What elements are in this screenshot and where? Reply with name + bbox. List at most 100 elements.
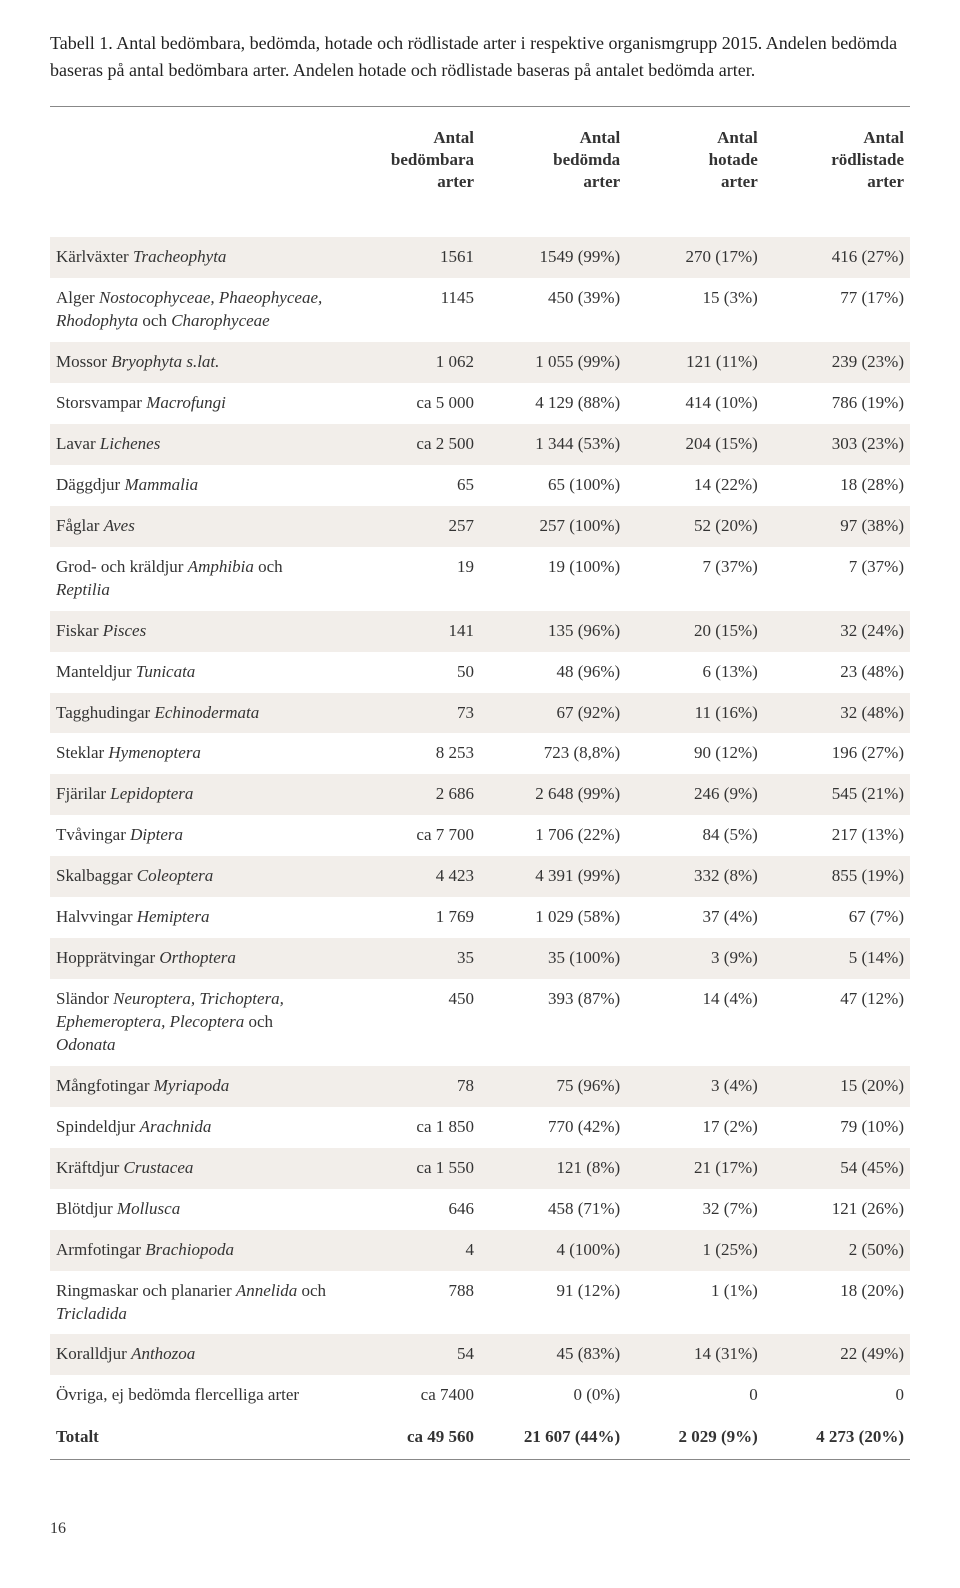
cell-hotade: 3 (4%) (626, 1066, 764, 1107)
table-row: Tvåvingar Dipteraca 7 7001 706 (22%)84 (… (50, 815, 910, 856)
cell-rodlistade: 545 (21%) (764, 774, 910, 815)
table-row: Mossor Bryophyta s.lat.1 0621 055 (99%)1… (50, 342, 910, 383)
cell-total-rodlistade: 4 273 (20%) (764, 1416, 910, 1459)
cell-bedombara: 646 (342, 1189, 480, 1230)
cell-bedomda: 458 (71%) (480, 1189, 626, 1230)
cell-hotade: 270 (17%) (626, 237, 764, 278)
cell-rodlistade: 15 (20%) (764, 1066, 910, 1107)
cell-bedomda: 1 344 (53%) (480, 424, 626, 465)
cell-bedomda: 1 706 (22%) (480, 815, 626, 856)
cell-name: Grod- och kräldjur Amphibia och Reptilia (50, 547, 342, 611)
table-header-row: Antalbedömbaraarter Antalbedömdaarter An… (50, 107, 910, 214)
cell-bedombara: 8 253 (342, 733, 480, 774)
cell-rodlistade: 18 (28%) (764, 465, 910, 506)
cell-total-label: Totalt (50, 1416, 342, 1459)
cell-bedomda: 4 (100%) (480, 1230, 626, 1271)
cell-name: Kärlväxter Tracheophyta (50, 237, 342, 278)
cell-bedomda: 393 (87%) (480, 979, 626, 1066)
cell-name: Blötdjur Mollusca (50, 1189, 342, 1230)
cell-bedomda: 48 (96%) (480, 652, 626, 693)
table-row: Blötdjur Mollusca646458 (71%)32 (7%)121 … (50, 1189, 910, 1230)
cell-name: Fiskar Pisces (50, 611, 342, 652)
table-row: Skalbaggar Coleoptera4 4234 391 (99%)332… (50, 856, 910, 897)
cell-bedomda: 4 391 (99%) (480, 856, 626, 897)
cell-bedombara: 50 (342, 652, 480, 693)
table-row: Fåglar Aves257257 (100%)52 (20%)97 (38%) (50, 506, 910, 547)
cell-name: Hopprätvingar Orthoptera (50, 938, 342, 979)
cell-name: Mossor Bryophyta s.lat. (50, 342, 342, 383)
cell-name: Ringmaskar och planarier Annelida och Tr… (50, 1271, 342, 1335)
cell-hotade: 17 (2%) (626, 1107, 764, 1148)
cell-rodlistade: 97 (38%) (764, 506, 910, 547)
cell-bedomda: 723 (8,8%) (480, 733, 626, 774)
cell-bedomda: 19 (100%) (480, 547, 626, 611)
cell-rodlistade: 303 (23%) (764, 424, 910, 465)
cell-name: Sländor Neuroptera, Trichoptera, Ephemer… (50, 979, 342, 1066)
cell-rodlistade: 786 (19%) (764, 383, 910, 424)
cell-name: Halvvingar Hemiptera (50, 897, 342, 938)
cell-bedomda: 35 (100%) (480, 938, 626, 979)
cell-rodlistade: 7 (37%) (764, 547, 910, 611)
table-row: Kräftdjur Crustaceaca 1 550121 (8%)21 (1… (50, 1148, 910, 1189)
cell-bedomda: 65 (100%) (480, 465, 626, 506)
cell-hotade: 1 (1%) (626, 1271, 764, 1335)
cell-bedomda: 1549 (99%) (480, 237, 626, 278)
cell-hotade: 90 (12%) (626, 733, 764, 774)
cell-rodlistade: 32 (48%) (764, 693, 910, 734)
cell-hotade: 0 (626, 1375, 764, 1416)
cell-bedombara: ca 7400 (342, 1375, 480, 1416)
cell-rodlistade: 855 (19%) (764, 856, 910, 897)
cell-hotade: 15 (3%) (626, 278, 764, 342)
cell-name: Manteldjur Tunicata (50, 652, 342, 693)
cell-name: Fåglar Aves (50, 506, 342, 547)
cell-rodlistade: 217 (13%) (764, 815, 910, 856)
table-row: Grod- och kräldjur Amphibia och Reptilia… (50, 547, 910, 611)
cell-hotade: 204 (15%) (626, 424, 764, 465)
cell-bedomda: 257 (100%) (480, 506, 626, 547)
cell-rodlistade: 416 (27%) (764, 237, 910, 278)
table-row: Ringmaskar och planarier Annelida och Tr… (50, 1271, 910, 1335)
cell-bedomda: 770 (42%) (480, 1107, 626, 1148)
cell-rodlistade: 23 (48%) (764, 652, 910, 693)
cell-bedombara: 54 (342, 1334, 480, 1375)
cell-hotade: 1 (25%) (626, 1230, 764, 1271)
cell-bedombara: 4 (342, 1230, 480, 1271)
cell-bedombara: 4 423 (342, 856, 480, 897)
cell-bedombara: 1 769 (342, 897, 480, 938)
cell-bedombara: 1561 (342, 237, 480, 278)
cell-name: Övriga, ej bedömda flercelliga arter (50, 1375, 342, 1416)
cell-hotade: 332 (8%) (626, 856, 764, 897)
cell-rodlistade: 22 (49%) (764, 1334, 910, 1375)
col-header-rodlistade: Antalrödlistadearter (764, 107, 910, 214)
cell-bedombara: 1145 (342, 278, 480, 342)
cell-rodlistade: 196 (27%) (764, 733, 910, 774)
cell-hotade: 52 (20%) (626, 506, 764, 547)
table-row: Sländor Neuroptera, Trichoptera, Ephemer… (50, 979, 910, 1066)
cell-name: Skalbaggar Coleoptera (50, 856, 342, 897)
cell-name: Spindeldjur Arachnida (50, 1107, 342, 1148)
table-caption: Tabell 1. Antal bedömbara, bedömda, hota… (50, 30, 910, 84)
cell-bedombara: 73 (342, 693, 480, 734)
col-header-name (50, 107, 342, 214)
cell-hotade: 6 (13%) (626, 652, 764, 693)
cell-hotade: 7 (37%) (626, 547, 764, 611)
table-row: Koralldjur Anthozoa5445 (83%)14 (31%)22 … (50, 1334, 910, 1375)
cell-hotade: 14 (31%) (626, 1334, 764, 1375)
table-row: Däggdjur Mammalia6565 (100%)14 (22%)18 (… (50, 465, 910, 506)
table-row: Spindeldjur Arachnidaca 1 850770 (42%)17… (50, 1107, 910, 1148)
table-row: Övriga, ej bedömda flercelliga arterca 7… (50, 1375, 910, 1416)
cell-bedomda: 75 (96%) (480, 1066, 626, 1107)
table-total-row: Totaltca 49 56021 607 (44%)2 029 (9%)4 2… (50, 1416, 910, 1459)
cell-bedomda: 121 (8%) (480, 1148, 626, 1189)
table-row: Armfotingar Brachiopoda44 (100%)1 (25%)2… (50, 1230, 910, 1271)
cell-rodlistade: 54 (45%) (764, 1148, 910, 1189)
page-number: 16 (50, 1520, 910, 1538)
col-header-bedomda: Antalbedömdaarter (480, 107, 626, 214)
cell-name: Tvåvingar Diptera (50, 815, 342, 856)
cell-rodlistade: 2 (50%) (764, 1230, 910, 1271)
cell-name: Alger Nostocophyceae, Phaeophyceae, Rhod… (50, 278, 342, 342)
cell-bedombara: 141 (342, 611, 480, 652)
cell-name: Fjärilar Lepidoptera (50, 774, 342, 815)
species-table: Antalbedömbaraarter Antalbedömdaarter An… (50, 106, 910, 1460)
table-row: Alger Nostocophyceae, Phaeophyceae, Rhod… (50, 278, 910, 342)
